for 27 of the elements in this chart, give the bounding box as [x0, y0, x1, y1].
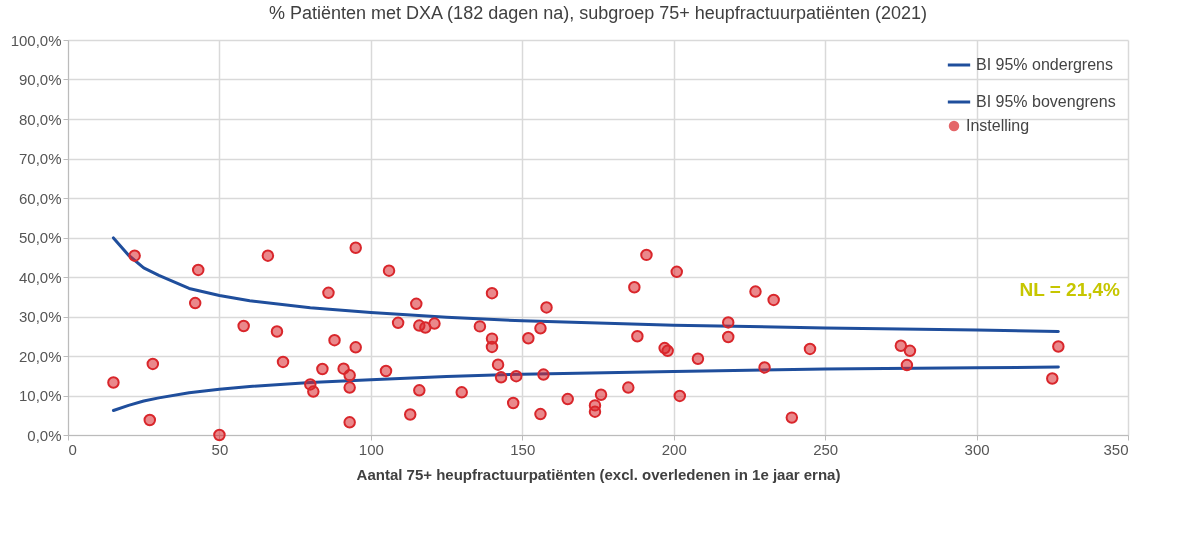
legend-label: BI 95% bovengrens — [976, 93, 1116, 110]
line-series — [111, 365, 1060, 413]
line-series — [111, 236, 1060, 334]
chart-title: % Patiënten met DXA (182 dagen na), subgroep 75+ heupfractuurpatiënten (2021) — [269, 3, 927, 23]
y-tick-label: 10,0% — [18, 387, 62, 404]
y-tick-label: 90,0% — [18, 71, 62, 88]
x-axis-title: Aantal 75+ heupfractuurpatiënten (excl. overledenen in 1e jaar erna) — [356, 465, 841, 483]
y-tick-label: 30,0% — [18, 308, 62, 325]
y-tick-label: 60,0% — [18, 189, 62, 207]
x-tick-label: 100 — [358, 440, 384, 458]
y-tick-label: 40,0% — [18, 268, 62, 286]
x-tick-label: 300 — [964, 440, 990, 458]
y-tick-label: 80,0% — [18, 110, 62, 128]
legend-label: BI 95% ondergrens — [976, 56, 1113, 73]
y-tick-label: 70,0% — [18, 150, 62, 167]
y-tick-label: 100,0% — [10, 31, 62, 49]
annotation: NL = 21,4% — [1019, 279, 1121, 300]
x-tick-label: 250 — [813, 440, 839, 458]
x-tick-label: 200 — [661, 440, 687, 458]
y-tick-label: 20,0% — [18, 347, 62, 365]
x-tick-label: 350 — [1103, 440, 1129, 458]
y-tick-label: 50,0% — [18, 229, 62, 246]
legend-label: Instelling — [966, 117, 1030, 134]
x-tick-label: 150 — [510, 440, 536, 458]
y-tick-label: 0,0% — [27, 426, 62, 444]
x-tick-label: 0 — [68, 440, 77, 458]
x-tick-label: 50 — [211, 440, 229, 458]
